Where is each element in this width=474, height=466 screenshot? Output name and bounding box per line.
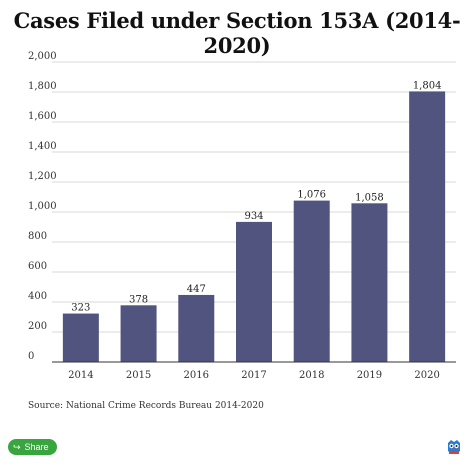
y-tick-label: 1,000: [28, 201, 57, 212]
bar-chart: 0 200 400 600 800 1,000 1,200 1,400 1,600 1,800 2,…: [28, 51, 456, 381]
x-tick-label: 2019: [357, 370, 382, 381]
x-tick-label: 2016: [184, 370, 209, 381]
y-tick-label: 200: [28, 321, 47, 332]
bar: [351, 203, 388, 362]
bar: [62, 313, 99, 362]
data-label: 1,804: [413, 80, 442, 91]
y-tick-label: 1,800: [28, 81, 57, 92]
data-label: 378: [129, 294, 148, 305]
data-labels: 323 378 447 934 1,076 1,058 1,804: [71, 80, 441, 313]
data-label: 1,076: [297, 190, 326, 201]
x-tick-label: 2015: [126, 370, 151, 381]
share-button[interactable]: ↪ Share: [8, 439, 57, 455]
y-tick-label: 1,600: [28, 111, 57, 122]
y-tick-label: 1,200: [28, 171, 57, 182]
x-axis-ticks: 2014 2015 2016 2017 2018 2019 2020: [68, 370, 440, 381]
data-label: 1,058: [355, 192, 384, 203]
x-tick-label: 2014: [68, 370, 93, 381]
share-label: Share: [24, 442, 49, 452]
y-tick-label: 1,400: [28, 141, 57, 152]
x-tick-label: 2020: [414, 370, 439, 381]
y-tick-label: 800: [28, 231, 47, 242]
y-axis-ticks: 0 200 400 600 800 1,000 1,200 1,400 1,600 1,800 2,…: [28, 51, 57, 362]
data-label: 323: [71, 303, 90, 314]
bar: [293, 200, 330, 362]
share-icon: ↪: [13, 441, 21, 452]
data-label: 934: [244, 211, 263, 222]
y-tick-label: 400: [28, 291, 47, 302]
source-note: Source: National Crime Records Bureau 20…: [28, 401, 264, 411]
bar: [178, 294, 215, 362]
x-tick-label: 2017: [241, 370, 266, 381]
bar: [409, 91, 446, 363]
x-tick-label: 2018: [299, 370, 324, 381]
y-tick-label: 2,000: [28, 51, 57, 62]
bar: [120, 305, 157, 362]
bars: [62, 91, 446, 363]
y-tick-label: 0: [28, 351, 34, 362]
data-label: 447: [187, 284, 206, 295]
chart-title: Cases Filed under Section 153A (2014-202…: [13, 8, 461, 58]
bar: [236, 221, 272, 362]
y-tick-label: 600: [28, 261, 47, 272]
owl-logo-icon: [448, 440, 460, 454]
